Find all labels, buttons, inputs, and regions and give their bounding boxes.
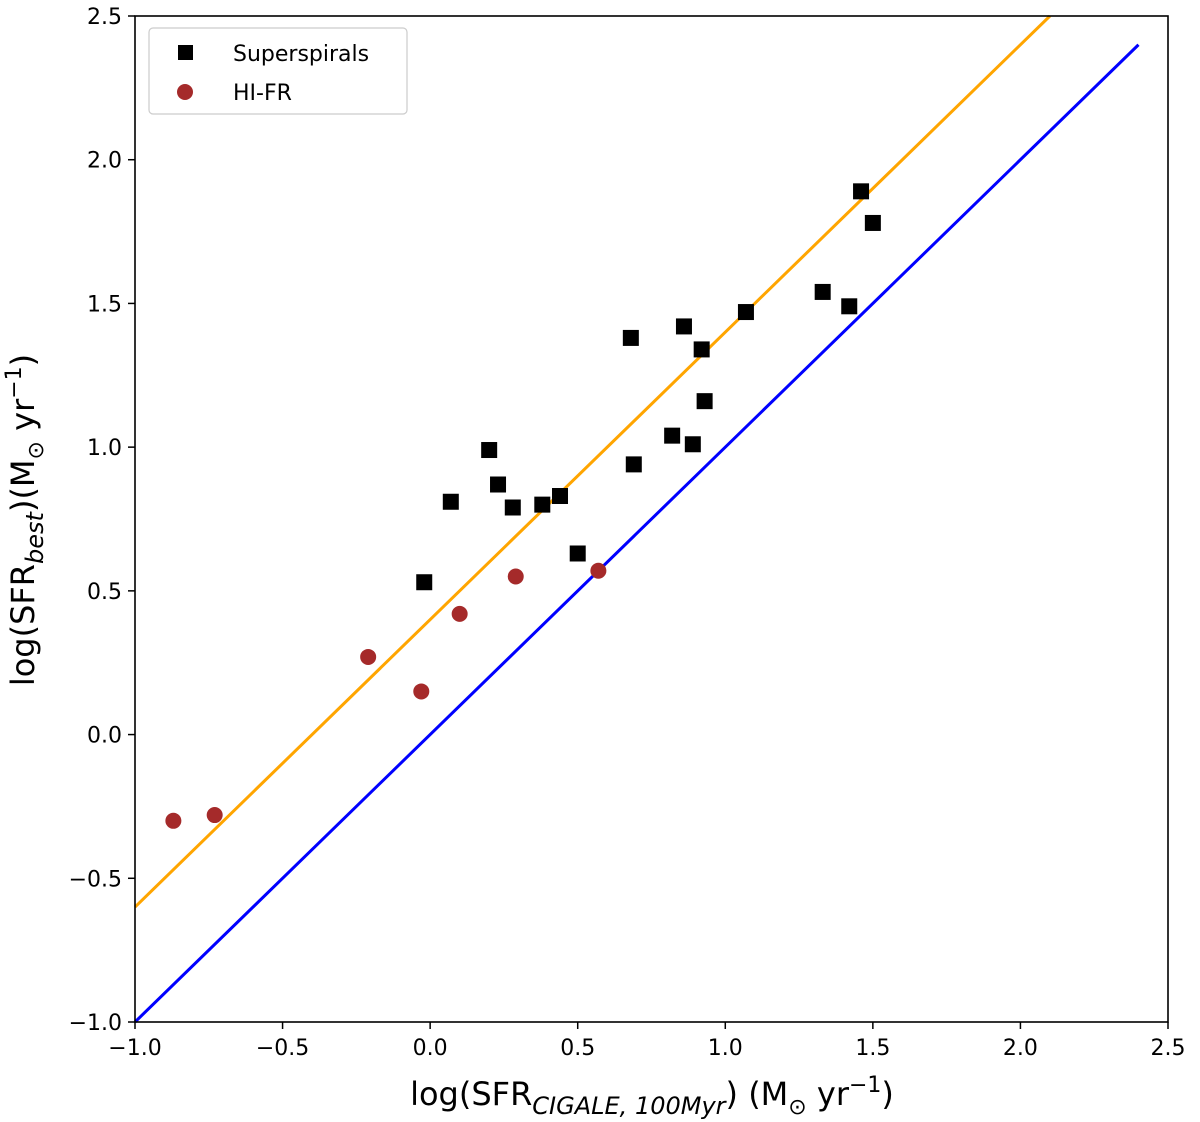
point-superspirals [841, 298, 858, 315]
point-superspirals [490, 476, 507, 493]
point-superspirals [569, 545, 586, 562]
point-superspirals [416, 574, 433, 591]
point-superspirals [552, 488, 569, 505]
y-tick-label: −1.0 [69, 1011, 122, 1036]
x-tick-label: 0.5 [560, 1036, 595, 1061]
point-superspirals [625, 456, 642, 473]
point-superspirals [864, 214, 881, 231]
y-tick-label: −0.5 [69, 867, 122, 892]
legend: Superspirals HI-FR [148, 27, 408, 115]
x-tick-label: −1.0 [108, 1036, 161, 1061]
y-axis-label: log(SFRbest)(M⊙ yr−1) [2, 354, 49, 686]
point-hi-fr [507, 568, 524, 585]
y-tick-label: 1.5 [87, 292, 122, 317]
point-superspirals [693, 341, 710, 358]
x-tick-label: 0.0 [413, 1036, 448, 1061]
y-tick-label: 2.0 [87, 149, 122, 174]
y-tick-label: 0.0 [87, 724, 122, 749]
legend-box [148, 27, 408, 115]
point-superspirals [622, 329, 639, 346]
y-tick-label: 2.5 [87, 5, 122, 30]
x-tick-label: 1.5 [855, 1036, 890, 1061]
data-points [165, 183, 881, 829]
y-tick-label: 0.5 [87, 580, 122, 605]
point-superspirals [696, 393, 713, 410]
point-hi-fr [360, 648, 377, 665]
point-superspirals [442, 493, 459, 510]
x-axis-label: log(SFRCIGALE, 100Myr) (M⊙ yr−1) [410, 1073, 894, 1120]
point-hi-fr [413, 683, 430, 700]
x-tick-label: 2.0 [1003, 1036, 1038, 1061]
point-superspirals [504, 499, 521, 516]
point-superspirals [675, 318, 692, 335]
point-superspirals [814, 283, 831, 300]
plot-frame [134, 15, 1169, 1023]
axis-ticks: −1.0 −0.5 0.0 0.5 1.0 1.5 2.0 2.5 −1.0 −0.5 0.0 0.5… [69, 5, 1186, 1061]
point-superspirals [684, 436, 701, 453]
point-superspirals [737, 304, 754, 321]
point-hi-fr [206, 807, 223, 824]
reference-line-one-to-one [133, 43, 1140, 1024]
point-hi-fr [165, 812, 182, 829]
point-superspirals [481, 442, 498, 459]
point-superspirals [853, 183, 870, 200]
y-tick-label: 1.0 [87, 436, 122, 461]
point-superspirals [664, 427, 681, 444]
point-superspirals [534, 496, 551, 513]
legend-label-hi-fr: HI-FR [233, 81, 292, 106]
reference-line-offset-fit [133, 14, 1051, 909]
reference-lines [133, 14, 1140, 1024]
x-tick-label: −0.5 [256, 1036, 309, 1061]
x-tick-label: 2.5 [1151, 1036, 1186, 1061]
legend-marker-superspirals [178, 45, 193, 60]
point-hi-fr [451, 605, 468, 622]
legend-marker-hi-fr [177, 84, 193, 100]
x-tick-label: 1.0 [708, 1036, 743, 1061]
legend-label-superspirals: Superspirals [233, 42, 369, 67]
point-hi-fr [590, 562, 607, 579]
